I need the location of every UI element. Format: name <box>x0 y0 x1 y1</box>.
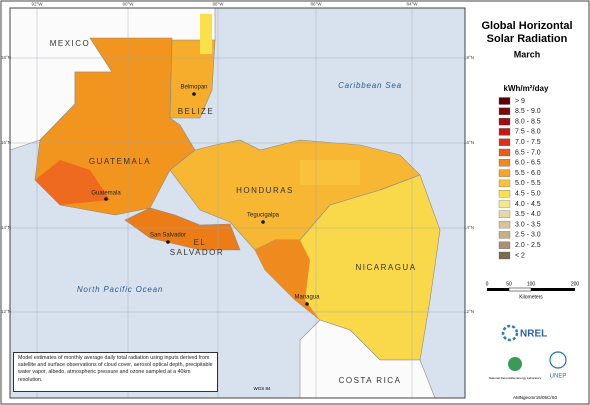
legend-swatch <box>498 169 511 177</box>
water-label: North Pacific Ocean <box>77 285 163 294</box>
lat-label: 14°N <box>464 225 474 230</box>
legend-swatch <box>498 107 511 115</box>
legend-label: 5.5 - 6.0 <box>515 170 541 177</box>
country-label: HONDURAS <box>236 186 294 195</box>
legend-swatch <box>498 159 511 167</box>
legend-label: 3.0 - 3.5 <box>515 221 541 228</box>
title: Solar Radiation <box>487 33 568 45</box>
unep-logo-text: UNEP <box>550 374 567 380</box>
scale-tick-label: 50 <box>506 281 512 287</box>
legend-label: 4.0 - 4.5 <box>515 201 541 208</box>
city-marker <box>166 240 170 244</box>
legend-swatch <box>498 97 511 105</box>
city-markers <box>104 92 309 306</box>
scale-segment <box>487 288 509 291</box>
legend-swatch <box>498 128 511 136</box>
legend-label: 4.5 - 5.0 <box>515 191 541 198</box>
nicaragua-west-shape <box>255 240 320 320</box>
belize-coast-shape <box>200 14 212 54</box>
legend-swatch <box>498 138 511 146</box>
lat-label: 16°N <box>1 140 11 145</box>
legend-swatch <box>498 117 511 126</box>
country-label: GUATEMALA <box>89 157 151 166</box>
costa-rica-land <box>299 319 436 399</box>
scale-segment <box>508 287 532 292</box>
city-label: Belmopan <box>180 85 207 91</box>
legend-label: 7.0 - 7.5 <box>515 139 541 146</box>
country-label: SALVADOR <box>170 248 224 257</box>
legend-label: 8.0 - 8.5 <box>515 118 541 125</box>
method-note: Model estimates of monthly average daily… <box>13 352 218 392</box>
title: Global Horizontal <box>481 20 572 32</box>
scale-tick-label: 200 <box>571 281 580 287</box>
scale-tick-label: 0 <box>486 281 489 287</box>
legend-swatch <box>498 190 511 198</box>
lon-label: 86°W <box>310 2 322 7</box>
lon-label: 88°W <box>212 2 224 7</box>
scale-unit: Kilometers <box>519 294 543 300</box>
nrel-logo <box>501 324 519 342</box>
country-label: MEXICO <box>50 39 91 48</box>
lat-label: 18°N <box>464 55 474 60</box>
legend-label: > 9 <box>515 98 525 105</box>
city-marker <box>305 302 309 306</box>
honduras-east-shape <box>300 160 360 185</box>
legend-swatch <box>498 200 511 208</box>
legend-swatch <box>498 220 511 229</box>
graticule <box>10 8 465 398</box>
lon-label: 84°W <box>406 2 418 7</box>
legend-swatch <box>498 210 511 218</box>
legend-label: 3.5 - 4.0 <box>515 211 541 218</box>
lat-label: 12°N <box>464 309 474 314</box>
city-label: San Salvador <box>150 233 186 239</box>
legend-label: 8.5 - 9.0 <box>515 108 541 115</box>
country-label: COSTA RICA <box>339 376 402 385</box>
scale-tick-label: 100 <box>527 281 536 287</box>
legend-title: kWh/m²/day <box>504 84 549 93</box>
map-frame <box>9 7 466 399</box>
legend-label: 5.0 - 5.5 <box>515 180 541 187</box>
legend-swatch <box>498 231 511 239</box>
legend-label: 2.0 - 2.5 <box>515 242 541 249</box>
lon-label: 90°W <box>122 2 134 7</box>
city-marker <box>261 220 265 224</box>
legend-swatch <box>498 179 511 188</box>
lat-label: 12°N <box>1 309 11 314</box>
lon-label: 92°W <box>31 2 43 7</box>
city-marker <box>104 197 108 201</box>
nrel-lab-icon <box>508 357 522 371</box>
legend-label: 6.0 - 6.5 <box>515 160 541 167</box>
lat-label: 14°N <box>1 225 11 230</box>
water-label: Caribbean Sea <box>338 81 402 90</box>
subtitle: March <box>514 49 541 59</box>
legend-label: 6.5 - 7.0 <box>515 149 541 156</box>
nrel-name: National Renewable Energy Laboratory <box>489 376 542 380</box>
credit: AMNgeomr15/05C/S0 <box>513 395 558 400</box>
city-label: Managua <box>294 295 320 301</box>
country-label: EL <box>194 238 207 247</box>
land <box>9 7 441 399</box>
scale-segment <box>531 288 575 291</box>
nrel-icon <box>501 324 519 342</box>
city-label: Guatemala <box>91 191 121 197</box>
city-label: Tegucigalpa <box>247 213 280 219</box>
guatemala-south-shape <box>35 160 110 205</box>
lat-label: 16°N <box>464 140 474 145</box>
datum: WGS 84 <box>253 386 271 391</box>
unep-icon <box>549 351 567 369</box>
legend-swatch <box>498 148 511 157</box>
legend-label: < 2 <box>515 252 525 259</box>
scale-bar <box>487 287 575 292</box>
country-label: NICARAGUA <box>355 263 416 272</box>
nrel-logo-text: NREL <box>520 329 547 340</box>
lat-label: 18°N <box>1 55 11 60</box>
country-label: BELIZE <box>178 107 215 116</box>
legend-swatch <box>498 241 511 249</box>
city-marker <box>192 92 196 96</box>
legend-label: 7.5 - 8.0 <box>515 129 541 136</box>
legend-swatch <box>498 251 511 260</box>
legend-label: 2.5 - 3.0 <box>515 232 541 239</box>
